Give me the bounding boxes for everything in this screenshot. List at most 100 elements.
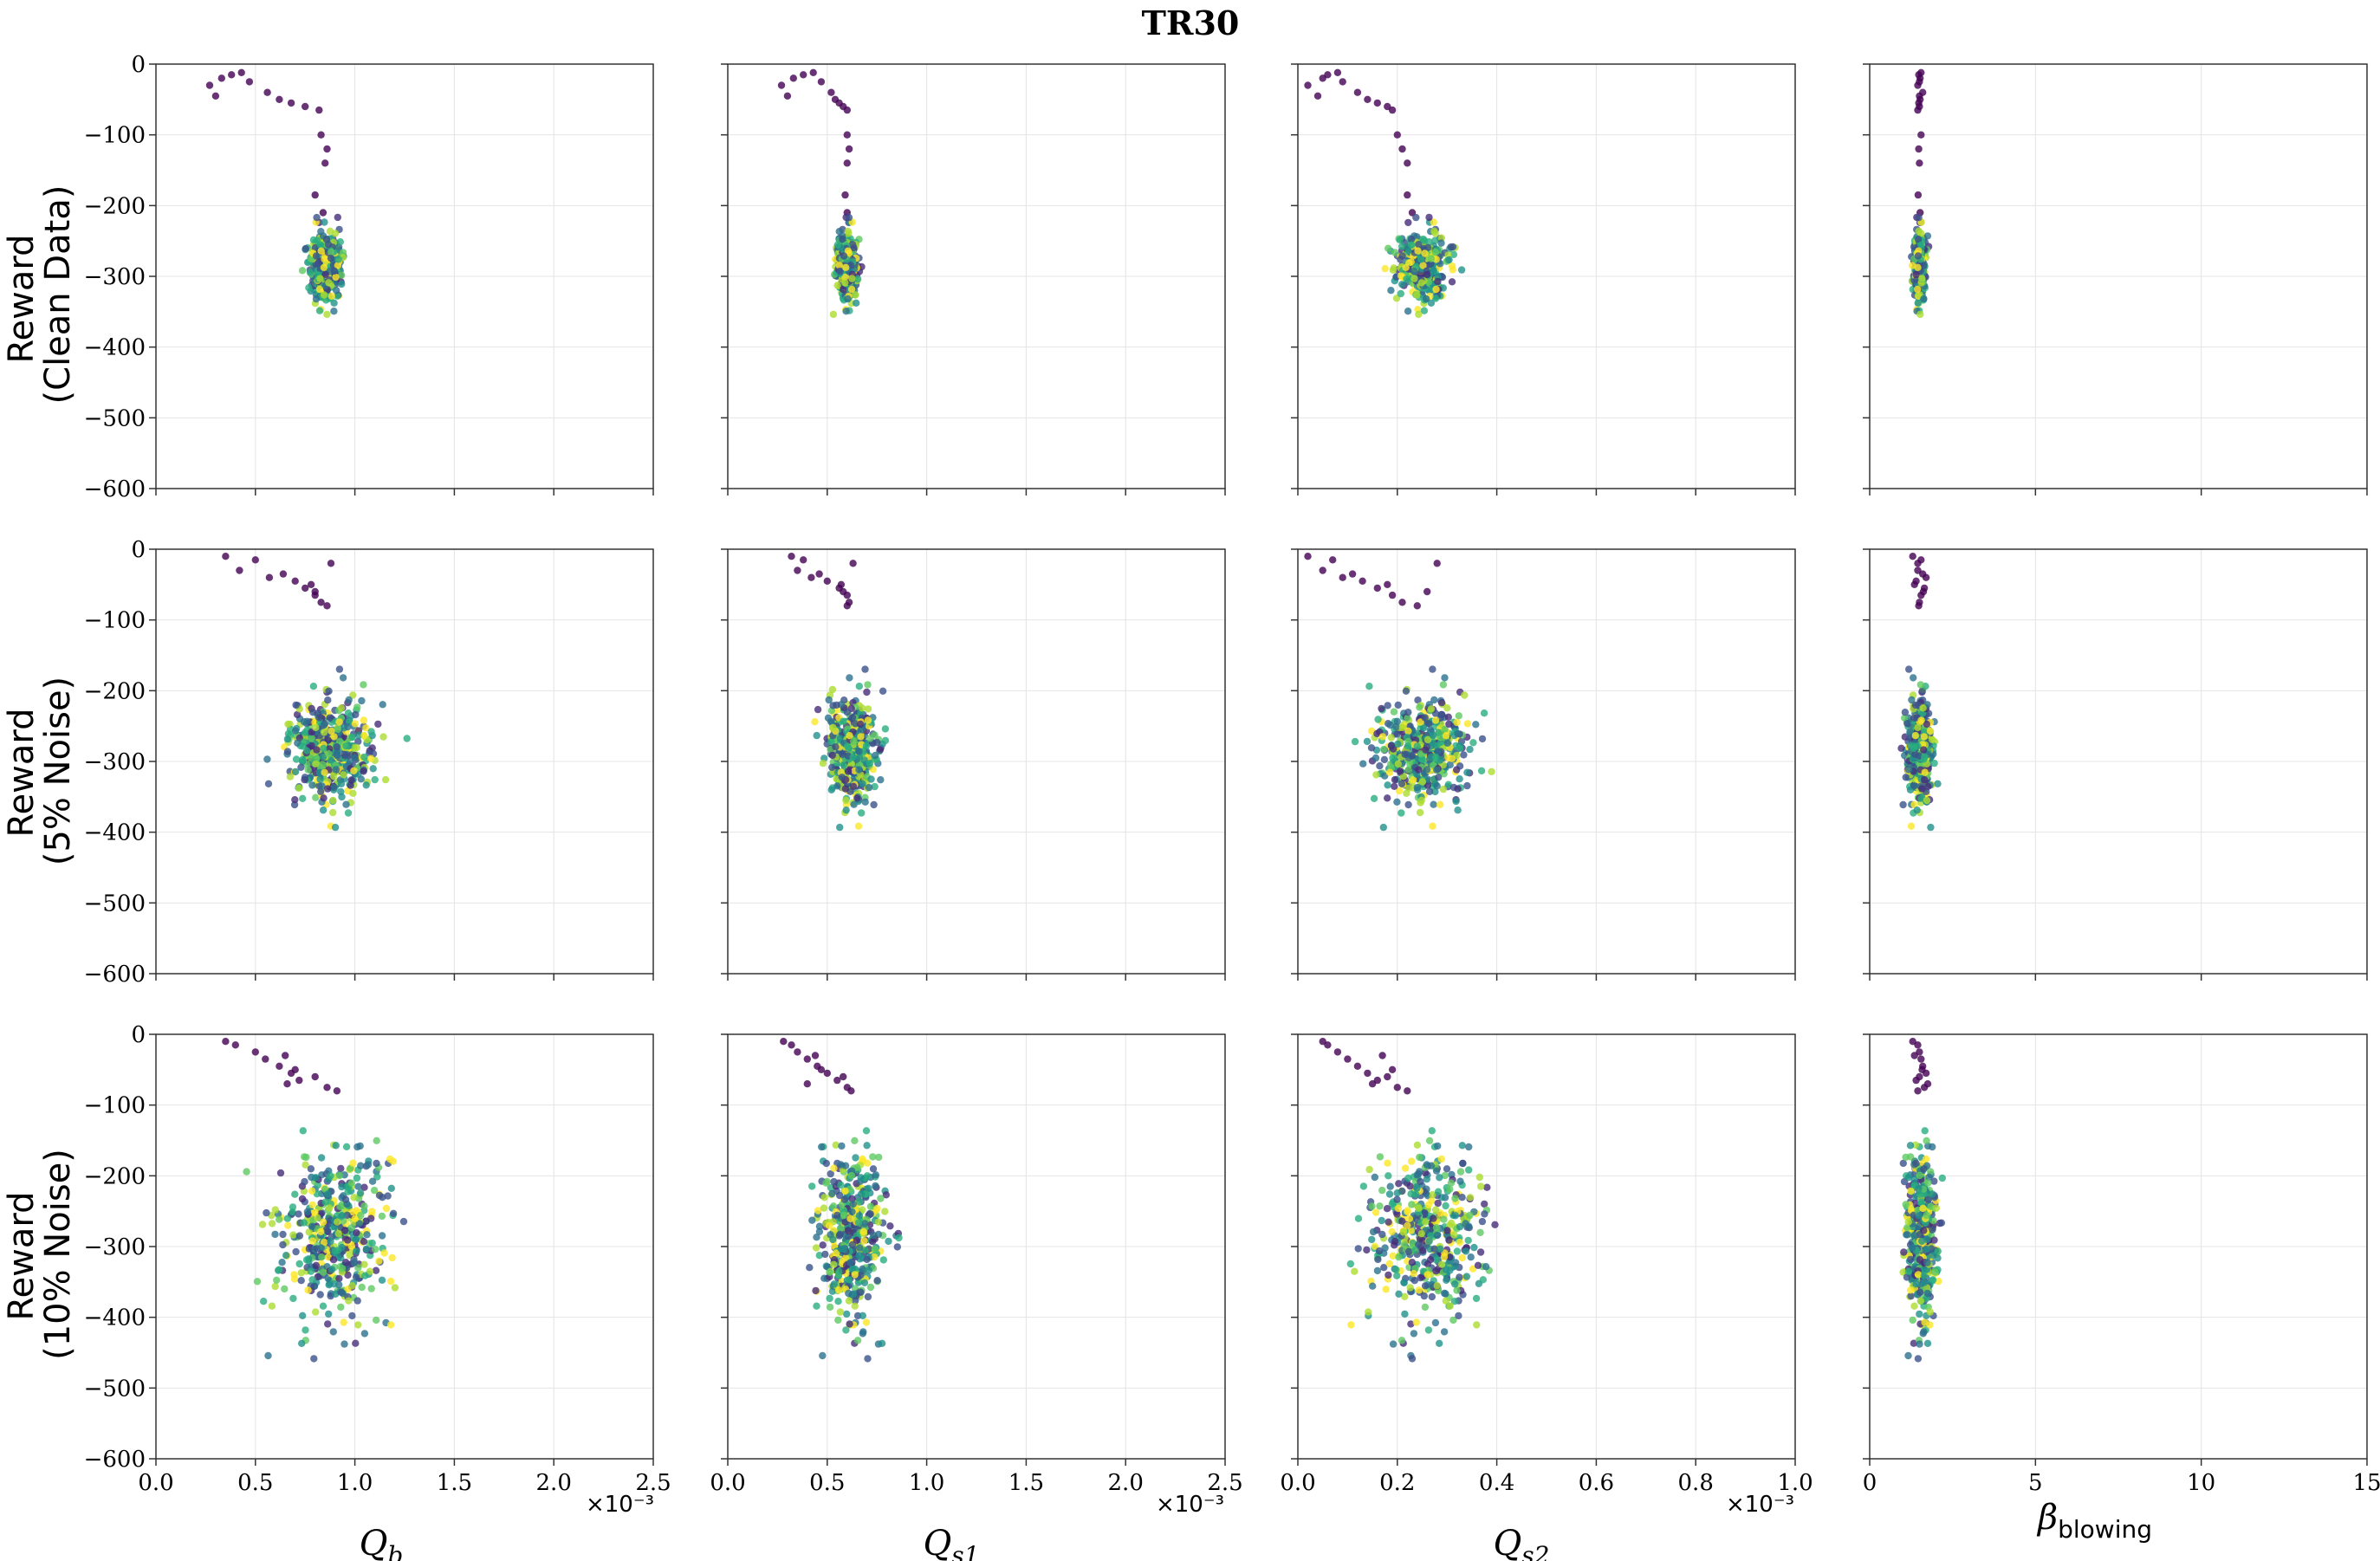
scatter-points <box>205 68 347 319</box>
data-point <box>1923 796 1931 805</box>
data-point <box>843 602 851 610</box>
data-point <box>836 1308 845 1316</box>
data-point <box>1415 310 1423 319</box>
data-point <box>1427 705 1436 713</box>
data-point <box>1394 701 1402 709</box>
data-point <box>1359 760 1367 768</box>
data-point <box>830 1280 838 1288</box>
data-point <box>300 1219 308 1227</box>
panel-r0-c3 <box>1863 63 2368 496</box>
data-point <box>1413 602 1422 610</box>
data-point <box>876 746 885 754</box>
data-point <box>361 1272 369 1279</box>
data-point <box>811 718 819 726</box>
data-point <box>317 247 325 255</box>
data-point <box>1398 243 1406 250</box>
data-point <box>841 191 849 199</box>
data-point <box>335 718 343 726</box>
panel-r1-c2 <box>1291 548 1796 981</box>
xlabel-beta: βblowing <box>2036 1498 2152 1544</box>
data-point <box>340 1318 347 1326</box>
data-point <box>840 252 848 260</box>
row-label-5pct: Reward (5% Noise) <box>2 677 78 865</box>
data-point <box>1469 739 1477 747</box>
data-point <box>337 704 346 712</box>
data-point <box>299 794 307 802</box>
data-point <box>1402 687 1410 695</box>
data-point <box>833 782 841 790</box>
data-point <box>849 560 857 567</box>
y-tick-label: −500 <box>84 405 146 431</box>
data-point <box>853 275 862 283</box>
data-point <box>855 1252 863 1260</box>
data-point <box>1421 714 1429 722</box>
data-point <box>1404 800 1412 809</box>
data-point <box>1384 781 1391 789</box>
data-point <box>299 742 307 750</box>
data-point <box>879 687 887 695</box>
data-point <box>291 1190 299 1198</box>
data-point <box>279 570 288 578</box>
data-point <box>789 74 797 82</box>
data-point <box>1448 755 1456 762</box>
data-point <box>350 767 358 774</box>
data-point <box>334 725 342 734</box>
data-point <box>347 1224 355 1232</box>
data-point <box>231 1041 239 1049</box>
data-point <box>386 1321 395 1329</box>
data-point <box>332 1142 340 1150</box>
data-point <box>834 1286 843 1294</box>
data-point <box>360 681 367 689</box>
data-point <box>837 1181 845 1189</box>
data-point <box>353 1143 361 1151</box>
data-point <box>320 263 328 271</box>
data-point <box>818 1143 826 1151</box>
data-point <box>858 704 866 712</box>
data-point <box>1456 744 1464 753</box>
data-point <box>327 254 335 262</box>
data-point <box>1423 243 1432 252</box>
data-point <box>1384 102 1391 111</box>
data-point <box>1393 798 1401 806</box>
data-point <box>1463 768 1471 776</box>
data-point <box>856 720 865 729</box>
data-point <box>333 287 340 295</box>
data-point <box>298 1339 306 1348</box>
data-point <box>347 781 354 789</box>
data-point <box>842 796 850 805</box>
data-point <box>323 310 331 319</box>
data-point <box>264 780 273 787</box>
data-point <box>1915 602 1923 610</box>
data-point <box>1456 775 1463 783</box>
data-point <box>1929 735 1936 744</box>
data-point <box>812 1244 820 1252</box>
data-point <box>1914 299 1922 307</box>
data-point <box>388 1253 396 1262</box>
data-point <box>864 1159 872 1167</box>
data-point <box>853 299 860 307</box>
data-point <box>319 761 327 768</box>
data-point <box>268 1302 276 1310</box>
data-point <box>289 1231 297 1239</box>
data-point <box>1927 823 1935 832</box>
data-point <box>1454 806 1462 814</box>
data-point <box>320 794 327 802</box>
data-point <box>1433 560 1441 567</box>
data-point <box>334 751 341 760</box>
data-point <box>1463 781 1471 790</box>
data-point <box>337 1303 345 1312</box>
data-point <box>1407 236 1416 243</box>
data-point <box>339 249 347 256</box>
data-point <box>373 1159 380 1168</box>
x-tick-label: 1.0 <box>337 1470 373 1496</box>
data-point <box>875 1153 883 1162</box>
data-point <box>264 1351 272 1360</box>
data-point <box>843 106 851 114</box>
data-point <box>1429 731 1437 740</box>
data-point <box>1488 768 1495 775</box>
data-point <box>1454 729 1462 738</box>
data-point <box>1916 78 1923 86</box>
data-point <box>353 1174 361 1182</box>
data-point <box>321 768 328 776</box>
